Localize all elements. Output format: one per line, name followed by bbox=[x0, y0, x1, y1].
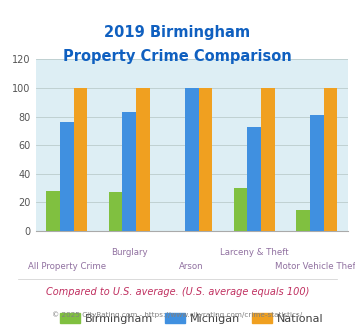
Bar bbox=[136, 88, 150, 231]
Text: Burglary: Burglary bbox=[111, 248, 148, 257]
Bar bbox=[234, 188, 247, 231]
Bar bbox=[60, 122, 73, 231]
Bar bbox=[185, 88, 198, 231]
Text: Motor Vehicle Theft: Motor Vehicle Theft bbox=[275, 262, 355, 271]
Text: All Property Crime: All Property Crime bbox=[28, 262, 106, 271]
Text: Property Crime Comparison: Property Crime Comparison bbox=[63, 49, 292, 64]
Text: © 2025 CityRating.com - https://www.cityrating.com/crime-statistics/: © 2025 CityRating.com - https://www.city… bbox=[53, 312, 302, 318]
Bar bbox=[198, 88, 212, 231]
Legend: Birmingham, Michigan, National: Birmingham, Michigan, National bbox=[55, 309, 328, 328]
Bar bbox=[296, 210, 310, 231]
Text: Arson: Arson bbox=[179, 262, 204, 271]
Bar bbox=[310, 115, 323, 231]
Bar bbox=[109, 192, 122, 231]
Bar bbox=[122, 112, 136, 231]
Bar bbox=[46, 191, 60, 231]
Text: 2019 Birmingham: 2019 Birmingham bbox=[104, 25, 251, 41]
Bar bbox=[247, 127, 261, 231]
Text: Compared to U.S. average. (U.S. average equals 100): Compared to U.S. average. (U.S. average … bbox=[46, 287, 309, 297]
Bar bbox=[261, 88, 275, 231]
Text: Larceny & Theft: Larceny & Theft bbox=[220, 248, 289, 257]
Bar bbox=[323, 88, 337, 231]
Bar bbox=[73, 88, 87, 231]
